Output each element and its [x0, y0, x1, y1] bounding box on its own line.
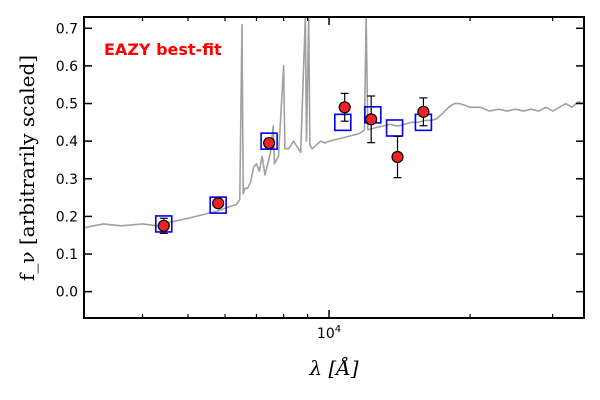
- y-axis-label: f_ν [arbitrarily scaled]: [15, 55, 39, 281]
- model-photometry-square-1: [209, 196, 227, 214]
- plot-area: [84, 17, 584, 234]
- plot-frame: [83, 16, 585, 319]
- x-tick-label-1e4: 104: [317, 324, 341, 342]
- y-tick-label-7: 0.7: [56, 21, 78, 37]
- observed-point-2: [263, 136, 276, 150]
- y-tick-label-3: 0.3: [56, 172, 78, 188]
- series-model-spectrum: [84, 17, 584, 229]
- x-axis-label: λ [Å]: [308, 355, 358, 380]
- y-tick-label-2: 0.2: [56, 209, 78, 225]
- y-tick-label-1: 0.1: [56, 247, 78, 263]
- y-tick-label-6: 0.6: [56, 59, 78, 75]
- axes: 0.0 0.1 0.2 0.3 0.4 0.5 0.6 0.7 104: [56, 17, 584, 342]
- model-photometry-square-3: [334, 113, 352, 132]
- y-tick-label-5: 0.5: [56, 97, 78, 113]
- chart-title: EAZY best-fit: [104, 40, 222, 59]
- observed-point-3: [338, 101, 351, 114]
- observed-point-0: [157, 219, 170, 232]
- observed-point-5: [391, 150, 404, 164]
- y-tick-label-4: 0.4: [56, 134, 78, 150]
- observed-point-1: [212, 197, 225, 210]
- observed-point-6: [417, 105, 430, 118]
- y-tick-label-0: 0.0: [56, 285, 78, 301]
- model-photometry-square-2: [260, 132, 278, 150]
- observed-point-4: [365, 113, 378, 126]
- x-tick-label-exponent: 4: [335, 324, 341, 335]
- model-photometry-square-5: [385, 119, 404, 137]
